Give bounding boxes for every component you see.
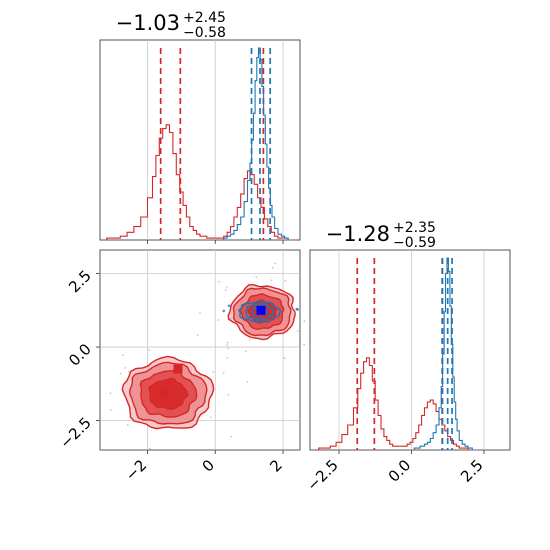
sample-point [296, 330, 299, 332]
contour-2-level-2 [238, 300, 282, 323]
sample-point [274, 262, 277, 265]
sample-point [230, 435, 233, 438]
sample-point [148, 349, 151, 351]
sample-point [209, 416, 212, 419]
sample-point [272, 266, 274, 269]
scatter-tick-label-x: 0 [199, 456, 218, 475]
title-x: −1.03 +2.45 −0.58 [116, 10, 226, 41]
histogram-y-panel: −2.5 0.0 2.5 [303, 249, 511, 495]
scatter-tick-label-x: −2 [122, 456, 150, 484]
sample-point [224, 289, 227, 291]
title-y-lower: −0.59 [393, 235, 436, 251]
hist-y-frame [309, 249, 511, 451]
sample-point [128, 370, 130, 373]
histogram-x-panel [99, 39, 301, 244]
hist-y-tick-label-x: 0.0 [385, 456, 415, 486]
sample-point [149, 447, 151, 450]
sample-point [124, 367, 127, 369]
scatter-frame [99, 249, 301, 451]
sample-point [303, 343, 305, 346]
sample-point [222, 371, 225, 374]
title-y-upper: +2.35 [393, 220, 436, 236]
contour-2-level-1 [244, 303, 275, 321]
sample-point [110, 409, 112, 411]
sample-point [255, 276, 258, 278]
scatter-tick-label-x: 2 [266, 456, 285, 475]
sample-point [196, 334, 199, 337]
sample-point [270, 279, 273, 282]
sample-point [119, 372, 122, 375]
hist-y-tick-label-x: −2.5 [303, 456, 341, 494]
sample-point [284, 279, 287, 282]
hist-x-frame [99, 39, 301, 241]
title-x-main: −1.03 [116, 11, 180, 35]
sample-point [109, 392, 112, 395]
sample-point [226, 356, 229, 359]
sample-point [227, 304, 231, 308]
sample-point [245, 350, 247, 353]
marker-1 [159, 389, 169, 399]
scatter-tick-label-y: 0.0 [65, 340, 95, 370]
marker-3 [256, 305, 266, 315]
scatter-contour-panel: −2 0 2 −2.5 0.0 2.5 [56, 249, 306, 484]
hist-y-tick-label-x: 2.5 [457, 456, 487, 486]
sample-point [199, 312, 201, 315]
sample-point [222, 309, 226, 313]
sample-point [227, 393, 230, 396]
sample-point [246, 381, 249, 383]
title-x-upper: +2.45 [183, 10, 226, 26]
title-y-main: −1.28 [326, 222, 390, 246]
sample-point [226, 341, 229, 344]
hist-x-series-1-histogram [223, 47, 292, 241]
title-y: −1.28 +2.35 −0.59 [326, 220, 436, 251]
sample-point [212, 371, 215, 374]
sample-point [226, 344, 228, 346]
sample-point [296, 308, 300, 311]
sample-point [126, 424, 129, 426]
scatter-tick-label-y: −2.5 [56, 414, 94, 452]
title-x-lower: −0.58 [183, 25, 226, 41]
sample-point [121, 354, 124, 357]
sample-point [217, 319, 220, 321]
sample-point [225, 286, 228, 288]
marker-0 [173, 364, 183, 374]
sample-point [227, 347, 230, 350]
hist-x-series-0-histogram [106, 124, 297, 241]
sample-point [283, 357, 286, 359]
hist-y-series-0-histogram [318, 357, 481, 451]
sample-point [218, 280, 220, 283]
sample-point [303, 320, 306, 323]
scatter-tick-label-y: 2.5 [65, 267, 95, 297]
sample-point [249, 338, 251, 341]
